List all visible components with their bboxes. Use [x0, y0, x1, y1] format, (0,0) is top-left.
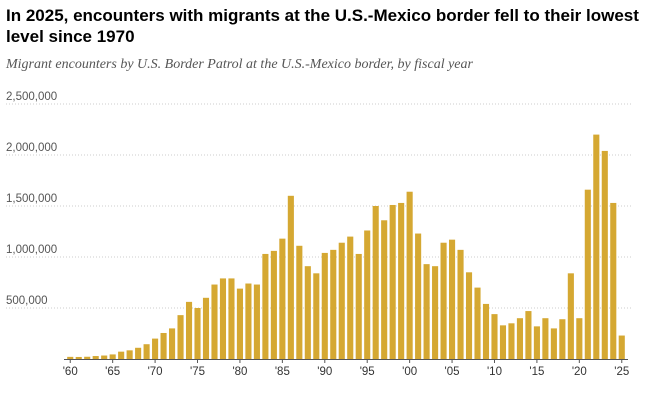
x-tick-label: '00: [402, 366, 417, 378]
bar-1969: [143, 344, 150, 359]
bar-2012: [508, 323, 515, 359]
x-tick-label: '75: [190, 366, 205, 378]
bar-1970: [152, 338, 159, 359]
bar-1996: [372, 206, 379, 359]
bar-2009: [482, 303, 490, 359]
bar-1989: [313, 273, 320, 359]
bar-2005: [449, 239, 456, 359]
bar-2015: [533, 326, 540, 359]
bar-2025: [618, 335, 625, 359]
x-tick-label: '20: [572, 366, 587, 378]
bar-1982: [253, 284, 260, 359]
bar-2019: [567, 273, 574, 359]
x-tick-label: '95: [360, 366, 375, 378]
bar-1994: [355, 253, 362, 359]
x-tick-label: '90: [317, 366, 332, 378]
bar-2018: [559, 319, 566, 359]
bar-2020: [576, 318, 583, 359]
bar-2013: [516, 318, 523, 359]
x-axis: [64, 359, 628, 363]
bar-2014: [525, 311, 532, 359]
bar-2010: [491, 314, 498, 359]
bar-1979: [228, 278, 235, 359]
bar-2017: [550, 328, 557, 359]
y-tick-label: 2,500,000: [6, 91, 57, 103]
bar-1981: [245, 283, 252, 359]
bar-1997: [381, 220, 388, 359]
bar-1992: [338, 242, 345, 359]
bar-1967: [126, 350, 133, 359]
bar-2008: [474, 287, 481, 359]
x-tick-label: '25: [614, 366, 629, 378]
bar-1966: [118, 351, 125, 359]
bar-1991: [330, 249, 337, 359]
y-tick-label: 1,000,000: [6, 244, 57, 256]
x-tick-label: '15: [529, 366, 544, 378]
bar-1984: [270, 250, 277, 359]
bar-1972: [169, 328, 176, 359]
bar-2002: [423, 264, 430, 359]
bar-2023: [601, 150, 608, 359]
bar-1963: [92, 356, 99, 359]
x-tick-label: '10: [487, 366, 502, 378]
bar-1977: [211, 284, 218, 359]
chart-title: In 2025, encounters with migrants at the…: [6, 6, 639, 46]
bar-1983: [262, 253, 269, 359]
y-tick-label: 1,500,000: [6, 193, 57, 205]
bar-1976: [202, 297, 210, 359]
x-tick-label: '05: [445, 366, 460, 378]
bar-1965: [109, 354, 116, 359]
bar-2003: [432, 266, 439, 359]
bar-1988: [304, 266, 311, 359]
bar-1980: [236, 288, 243, 359]
bar-2006: [457, 249, 464, 359]
bar-2016: [542, 318, 549, 359]
bar-2000: [406, 191, 413, 359]
x-tick-label: '65: [105, 366, 120, 378]
bar-1987: [296, 245, 303, 359]
bar-2007: [465, 272, 473, 359]
bars: [67, 134, 625, 359]
y-tick-label: 500,000: [6, 295, 48, 307]
bar-1985: [279, 238, 286, 359]
bar-1964: [101, 355, 108, 359]
bar-1995: [364, 230, 371, 359]
bar-1960: [67, 356, 74, 359]
x-tick-label: '70: [148, 366, 163, 378]
bar-1978: [219, 278, 227, 359]
bar-1998: [389, 204, 396, 359]
bar-2004: [440, 242, 447, 359]
bar-2024: [610, 202, 617, 359]
x-tick-label: '85: [275, 366, 290, 378]
x-tick-label: '60: [63, 366, 78, 378]
bar-1999: [398, 202, 405, 359]
chart-subtitle: Migrant encounters by U.S. Border Patrol…: [6, 57, 473, 72]
x-tick-label: '80: [232, 366, 247, 378]
bar-1993: [347, 236, 354, 359]
bar-1971: [160, 332, 167, 359]
bar-2021: [584, 189, 591, 359]
bar-1973: [177, 315, 184, 359]
y-tick-label: 2,000,000: [6, 142, 57, 154]
bar-2011: [499, 325, 507, 359]
bar-1968: [135, 347, 142, 359]
y-axis-ticks: 500,000 1,000,000 1,500,000 2,000,000 2,500,…: [6, 91, 57, 307]
bar-1974: [185, 301, 193, 359]
x-axis-ticks: '60 '65 '70 '75 '80 '85 '90 '95 '00 '05 '10 '15 '20 '…: [63, 366, 630, 378]
bar-1990: [321, 252, 328, 359]
bar-1975: [194, 308, 201, 359]
bar-1962: [84, 356, 91, 359]
bar-2022: [593, 134, 600, 359]
bar-1986: [287, 195, 294, 359]
bar-1961: [75, 356, 82, 359]
bar-2001: [415, 233, 422, 359]
